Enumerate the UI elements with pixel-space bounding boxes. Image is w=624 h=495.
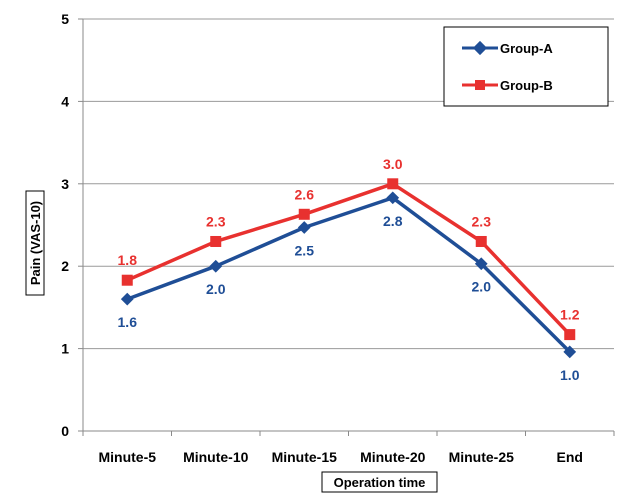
data-label-group-a: 1.0 [560,367,580,383]
legend-label-group-b: Group-B [500,78,553,93]
y-tick-label: 4 [61,93,69,109]
x-tick-labels: Minute-5 Minute-10 Minute-15 Minute-20 Minut… [98,449,583,465]
series-line-group-a [126,196,571,354]
series-layer [120,178,577,359]
data-label-group-a: 2.0 [472,279,492,295]
y-tick-label: 5 [61,11,69,27]
y-tick-label: 2 [61,258,69,274]
legend-marker-group-b [475,80,485,90]
data-label-group-b: 3.0 [383,156,403,172]
data-point-group-a [474,257,488,271]
axes [78,18,615,436]
x-tick-label: Minute-20 [360,449,426,465]
series-line-group-b [126,182,572,336]
y-axis-title-group: Pain (VAS-10) [25,190,45,296]
data-point-group-a [120,292,134,306]
x-tick-label: Minute-25 [449,449,515,465]
data-point-group-b [210,235,222,247]
y-axis-title: Pain (VAS-10) [28,201,43,285]
x-axis-title: Operation time [334,475,426,490]
data-label-group-a: 2.0 [206,281,226,297]
data-point-group-a [297,221,311,234]
x-tick-label: Minute-10 [183,449,249,465]
data-point-group-b [121,274,133,286]
data-point-group-b [564,329,576,341]
data-label-group-b: 2.3 [206,213,226,229]
x-axis-title-box [321,471,438,493]
data-point-group-a [386,191,400,205]
y-tick-labels: 0 1 2 3 4 5 [61,11,69,439]
data-label-group-b: 2.3 [472,213,492,229]
data-label-group-a: 2.5 [295,242,315,258]
x-axis-title-group: Operation time [321,471,438,493]
data-point-group-b [387,178,399,190]
data-label-group-a: 2.8 [383,213,403,229]
x-tick-label: Minute-15 [272,449,338,465]
data-labels-layer: 1.6 2.0 2.5 2.8 2.0 1.0 1.8 2.3 2.6 3.0 2.3 1.2 [118,156,580,383]
legend-label-group-a: Group-A [500,41,553,56]
y-tick-label: 3 [61,176,69,192]
legend-box [443,26,609,107]
x-tick-label: End [557,449,583,465]
x-tick-label: Minute-5 [98,449,156,465]
data-label-group-b: 1.2 [560,307,580,323]
y-axis-title-box [25,190,45,296]
y-tick-label: 0 [61,423,69,439]
data-label-group-b: 2.6 [295,186,315,202]
data-point-group-a [209,259,223,273]
legend-marker-group-a [472,40,488,56]
data-point-group-b [475,235,487,247]
y-tick-label: 1 [61,341,69,357]
data-label-group-b: 1.8 [118,252,138,268]
legend: Group-A Group-B [443,26,609,107]
data-point-group-b [298,208,310,220]
data-label-group-a: 1.6 [118,314,138,330]
